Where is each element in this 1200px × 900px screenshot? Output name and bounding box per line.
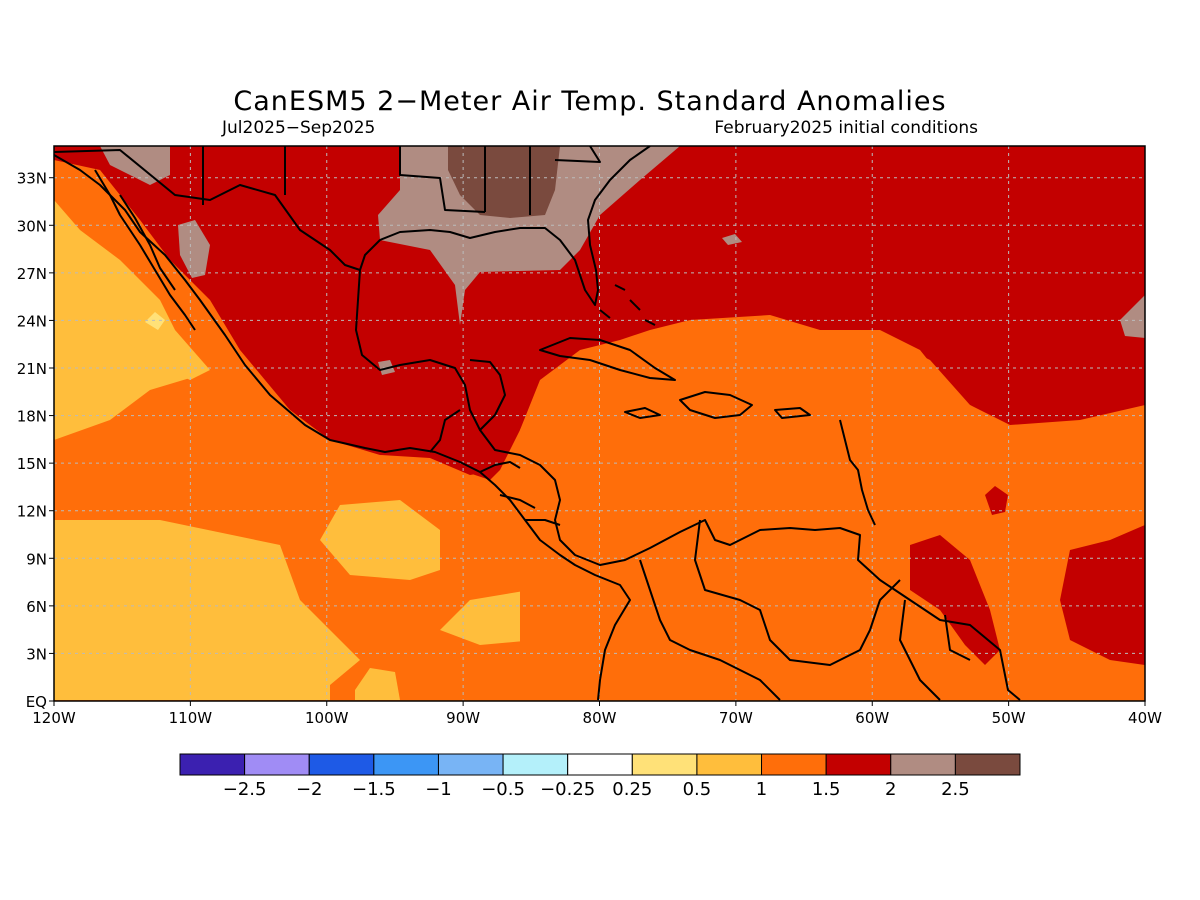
colorbar-label: 1.5: [812, 779, 841, 800]
region-2to2.5-sonora: [178, 220, 210, 278]
colorbar-swatch: [761, 753, 827, 776]
lat-tick-label: 27N: [17, 265, 47, 283]
lon-tick-label: 120W: [32, 709, 76, 727]
lon-tick-label: 50W: [992, 709, 1026, 727]
region-2to2.5-atl: [722, 234, 742, 245]
lat-tick-label: 24N: [17, 312, 47, 330]
lon-tick-label: 80W: [583, 709, 617, 727]
colorbar-swatch: [696, 753, 763, 776]
lat-tick-label: 33N: [17, 170, 47, 188]
region-1.5to2-gulf-honduras: [440, 450, 500, 480]
colorbar-label: 1: [756, 779, 767, 800]
anomaly-field: [54, 146, 1145, 701]
region-1.5to2-east: [1060, 525, 1145, 665]
colorbar-swatch: [179, 753, 246, 776]
colorbar-label: 2.5: [941, 779, 970, 800]
longitude-ticks: 120W 110W 100W 90W 80W 70W 60W 50W 40W: [32, 701, 1162, 727]
valid-period: Jul2025−Sep2025: [222, 118, 376, 138]
map-title: CanESM5 2−Meter Air Temp. Standard Anoma…: [233, 86, 947, 117]
colorbar-label: −1: [425, 779, 452, 800]
region-0.5to1-central: [320, 500, 440, 580]
colorbar-swatch: [954, 753, 1021, 776]
colorbar-swatch: [631, 753, 698, 776]
colorbar-label: −0.5: [481, 779, 525, 800]
colorbar-swatch: [308, 753, 375, 776]
lat-tick-label: 15N: [17, 455, 47, 473]
lat-tick-label: 21N: [17, 360, 47, 378]
colorbar-swatch: [890, 753, 956, 776]
lon-tick-label: 60W: [855, 709, 889, 727]
colorbar-label: 0.25: [612, 779, 652, 800]
colorbar-swatch: [373, 753, 439, 776]
region-1to1.5-caribbean: [520, 318, 1145, 701]
region-2to2.5-east: [1120, 295, 1145, 338]
grid-lines: [54, 146, 1145, 701]
region-2to2.5-us: [378, 146, 680, 325]
colorbar: −2.5 −2 −1.5 −1 −0.5 −0.25 0.25 0.5 1 1.5 2 2.5: [179, 753, 1021, 800]
initial-conditions: February2025 initial conditions: [714, 118, 978, 138]
region-0.5to1-sw: [355, 668, 400, 700]
colorbar-label: 0.5: [683, 779, 712, 800]
lon-tick-label: 70W: [719, 709, 753, 727]
lon-tick-label: 100W: [305, 709, 349, 727]
colorbar-swatch: [567, 753, 633, 776]
colorbar-swatch: [502, 753, 569, 776]
region-above-2.5: [448, 146, 560, 218]
colorbar-label: −2.5: [223, 779, 267, 800]
coastlines: [54, 146, 1021, 701]
lat-tick-label: 30N: [17, 217, 47, 235]
colorbar-swatch: [244, 753, 310, 776]
colorbar-label: 2: [885, 779, 896, 800]
lon-tick-label: 110W: [169, 709, 213, 727]
lat-tick-label: EQ: [26, 693, 47, 711]
lon-tick-label: 90W: [446, 709, 480, 727]
colorbar-swatch: [437, 753, 504, 776]
latitude-ticks: EQ 3N 6N 9N 12N 15N 18N 21N 24N 27N 30N 33N: [17, 170, 54, 711]
region-2to2.5-nw: [100, 146, 170, 185]
lon-tick-label: 40W: [1128, 709, 1162, 727]
lat-tick-label: 18N: [17, 408, 47, 426]
lat-tick-label: 6N: [26, 598, 47, 616]
colorbar-label: −2: [296, 779, 323, 800]
region-0.5to1-west: [54, 146, 360, 700]
region-0.5to1-south: [440, 590, 545, 645]
lat-tick-label: 9N: [26, 550, 47, 568]
region-1.5to2-dot: [985, 486, 1008, 515]
region-0.5to1-west2: [54, 200, 210, 380]
lat-tick-label: 12N: [17, 503, 47, 521]
lat-tick-label: 3N: [26, 645, 47, 663]
colorbar-swatch: [825, 753, 892, 776]
region-0.25to0.5-baja: [145, 312, 165, 330]
colorbar-label: −0.25: [540, 779, 595, 800]
colorbar-label: −1.5: [352, 779, 396, 800]
